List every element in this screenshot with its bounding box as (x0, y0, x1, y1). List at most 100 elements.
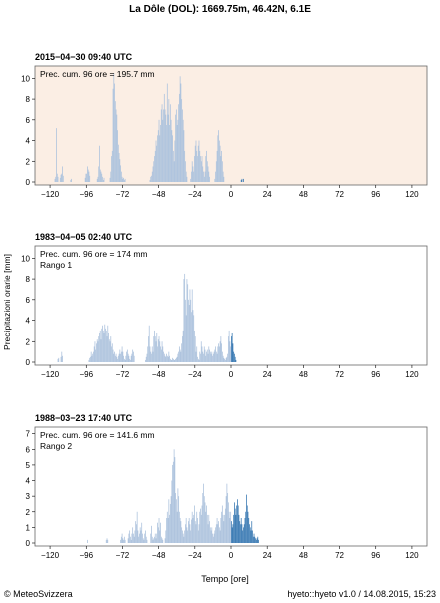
precip-bar (133, 355, 135, 362)
precip-bar (54, 178, 56, 182)
precip-bar (92, 353, 94, 362)
precip-bar (217, 346, 219, 362)
precip-bar (200, 156, 201, 182)
precip-bar (101, 328, 103, 362)
precip-bar (203, 171, 204, 182)
precip-bar (169, 514, 170, 543)
precip-bar (127, 538, 129, 543)
precip-bar (191, 519, 192, 543)
precip-bar (209, 349, 210, 362)
precip-bar (178, 496, 180, 543)
precip-bar (132, 527, 134, 543)
precip-bar (124, 539, 126, 543)
precip-bar (240, 518, 242, 543)
panel-title: 1983−04−05 02:40 UTC (35, 232, 133, 242)
y-tick-label: 8 (26, 275, 31, 284)
precip-bar (166, 353, 167, 362)
version-info: hyeto::hyeto v1.0 / 14.08.2015, 15:23 (287, 589, 436, 599)
precip-bar (93, 346, 95, 362)
precip-bar (172, 150, 174, 182)
precip-bar (139, 533, 140, 543)
precip-bar (167, 114, 169, 182)
precip-bar (86, 173, 88, 182)
precip-bar (197, 358, 199, 362)
precip-bar (225, 496, 227, 543)
precip-bar (90, 351, 92, 362)
precip-bar (150, 176, 152, 182)
precip-bar (163, 109, 164, 182)
precip-bar (122, 178, 124, 182)
precip-bar (168, 99, 170, 182)
precip-bar (116, 114, 118, 182)
precip-bar (191, 171, 192, 182)
precip-bar (105, 539, 107, 543)
precip-bar (252, 536, 254, 543)
x-tick-label: −24 (188, 551, 202, 560)
precip-bar (223, 357, 225, 362)
precip-bar (241, 524, 243, 543)
precip-bar (229, 518, 231, 543)
precip-bar (99, 330, 101, 362)
precip-bar (209, 176, 210, 182)
precip-bar (177, 353, 179, 362)
precip-bar (134, 530, 136, 543)
precip-bar (223, 521, 225, 543)
precip-bar (161, 104, 163, 182)
precip-bar (226, 483, 228, 543)
precip-bar (150, 533, 152, 543)
precip-bar (188, 305, 190, 362)
precip-bar (169, 104, 171, 182)
y-tick-label: 0 (26, 539, 31, 548)
precip-bar (221, 511, 222, 543)
precip-bar (97, 341, 99, 362)
precip-bar (106, 336, 108, 362)
precip-bar (230, 511, 232, 543)
precip-bar (149, 179, 151, 182)
precip-bar (163, 351, 164, 362)
precip-bar (252, 530, 253, 543)
precip-bar (249, 524, 250, 543)
precip-bar (161, 341, 163, 362)
x-tick-label: 48 (299, 190, 308, 199)
precip-bar (218, 130, 219, 182)
x-tick-label: −120 (41, 551, 60, 560)
precip-bar (60, 174, 62, 182)
precip-bar (159, 341, 161, 362)
precip-bar (244, 518, 246, 543)
x-tick-label: 72 (335, 551, 344, 560)
y-tick-label: 4 (26, 137, 31, 146)
precip-bar (235, 514, 237, 543)
precip-bar (153, 161, 155, 182)
precip-bar (204, 502, 206, 543)
y-tick-label: 5 (26, 461, 31, 470)
precip-bar (243, 524, 245, 543)
precip-bar (133, 533, 134, 543)
precip-bar (202, 493, 204, 543)
precip-bar (205, 511, 207, 543)
precip-bar (246, 494, 247, 543)
precip-bar (201, 156, 203, 182)
precip-bar (56, 173, 58, 182)
precip-bar (182, 330, 184, 362)
precip-bar (199, 150, 201, 182)
x-tick-label: 0 (229, 190, 234, 199)
precip-bar (187, 284, 189, 362)
precip-bar (191, 511, 193, 543)
x-tick-label: 120 (405, 190, 419, 199)
x-tick-label: 96 (371, 551, 380, 560)
precip-bar (61, 173, 63, 182)
precip-bar (203, 496, 205, 543)
precip-bar (202, 166, 204, 182)
precip-bar (169, 125, 170, 182)
precip-bar (162, 539, 164, 543)
precip-bar (128, 355, 130, 362)
precip-bar (175, 109, 177, 182)
precip-bar (129, 536, 131, 543)
precip-bar (133, 536, 135, 543)
precip-bar (227, 493, 229, 543)
precip-bar (115, 109, 117, 182)
precip-bar (59, 177, 61, 182)
precip-bar (224, 514, 226, 543)
precip-bar (193, 514, 195, 543)
